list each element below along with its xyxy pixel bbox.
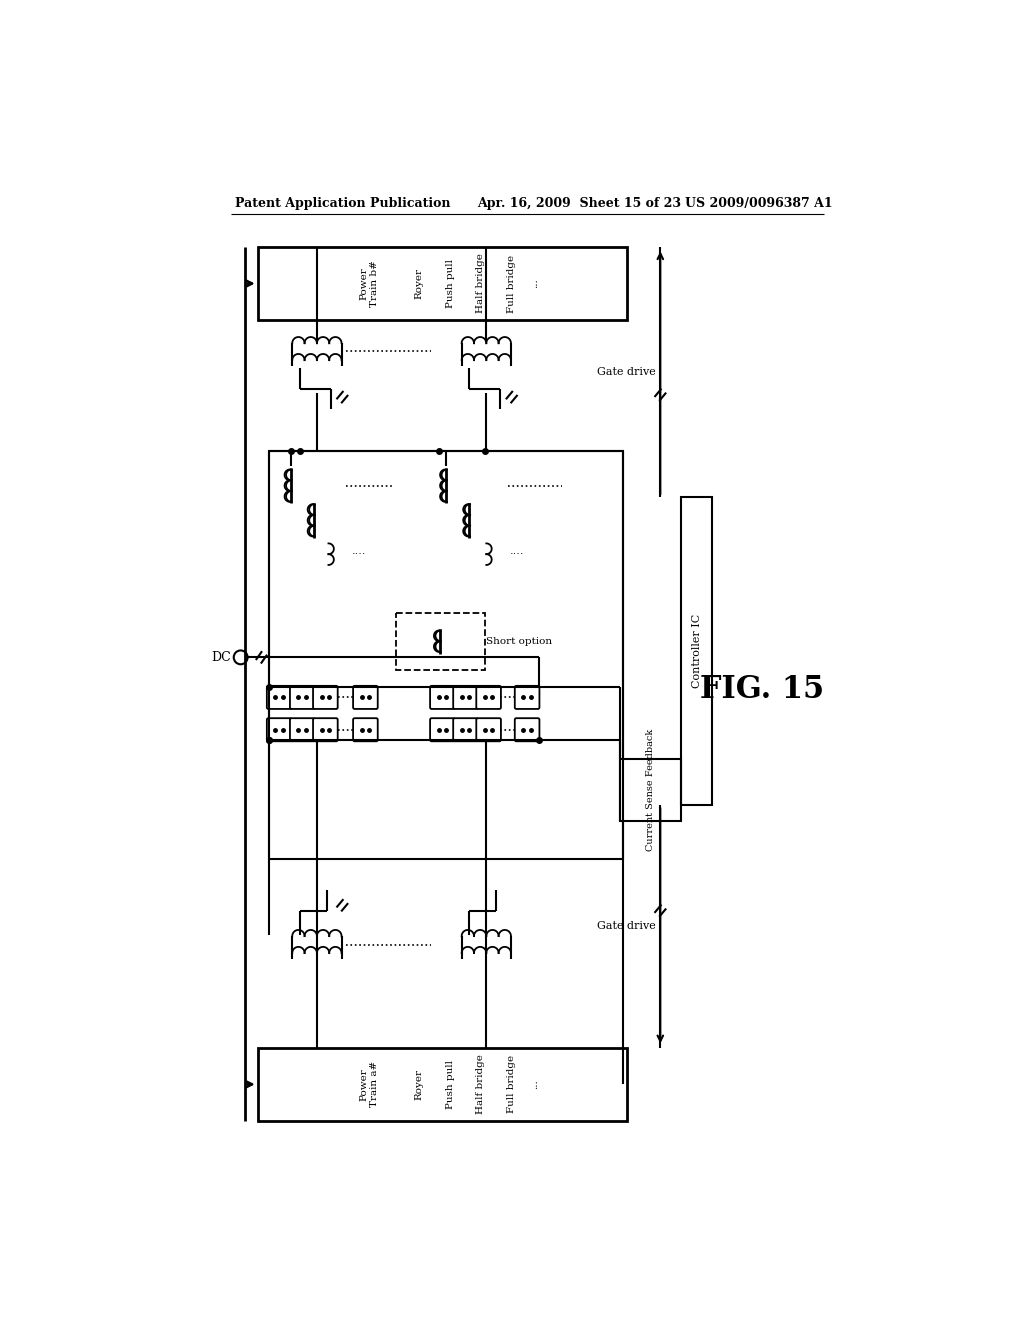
FancyBboxPatch shape xyxy=(313,718,338,742)
FancyBboxPatch shape xyxy=(267,686,292,709)
Bar xyxy=(258,1048,628,1121)
Text: DC: DC xyxy=(211,651,230,664)
Text: Power
Train b#: Power Train b# xyxy=(359,260,379,308)
Text: Gate drive: Gate drive xyxy=(597,921,655,931)
FancyBboxPatch shape xyxy=(267,718,292,742)
Text: Patent Application Publication: Patent Application Publication xyxy=(234,197,450,210)
Text: ....: .... xyxy=(509,546,524,556)
Text: ...: ... xyxy=(530,1080,540,1089)
FancyBboxPatch shape xyxy=(454,686,478,709)
Text: Push pull: Push pull xyxy=(445,1060,455,1109)
Text: Apr. 16, 2009  Sheet 15 of 23: Apr. 16, 2009 Sheet 15 of 23 xyxy=(477,197,681,210)
FancyBboxPatch shape xyxy=(476,718,501,742)
Text: Short option: Short option xyxy=(486,636,552,645)
Text: Current Sense Feedback: Current Sense Feedback xyxy=(646,729,654,851)
Bar xyxy=(681,498,712,805)
FancyBboxPatch shape xyxy=(290,686,314,709)
FancyBboxPatch shape xyxy=(353,686,378,709)
Text: Push pull: Push pull xyxy=(445,259,455,308)
Bar xyxy=(269,451,624,859)
Text: Controller IC: Controller IC xyxy=(691,614,701,688)
Text: FIG. 15: FIG. 15 xyxy=(699,675,824,705)
Text: Full bridge: Full bridge xyxy=(507,1055,516,1113)
FancyBboxPatch shape xyxy=(515,718,540,742)
FancyBboxPatch shape xyxy=(454,718,478,742)
FancyBboxPatch shape xyxy=(313,686,338,709)
FancyBboxPatch shape xyxy=(476,686,501,709)
Bar xyxy=(620,759,681,821)
Text: ...: ... xyxy=(530,279,540,288)
FancyBboxPatch shape xyxy=(430,718,455,742)
Text: Full bridge: Full bridge xyxy=(507,255,516,313)
FancyBboxPatch shape xyxy=(430,686,455,709)
FancyBboxPatch shape xyxy=(515,686,540,709)
Text: ....: .... xyxy=(351,546,366,556)
Bar xyxy=(396,612,484,671)
Text: US 2009/0096387 A1: US 2009/0096387 A1 xyxy=(685,197,833,210)
FancyBboxPatch shape xyxy=(290,718,314,742)
Text: Royer: Royer xyxy=(415,268,424,300)
FancyBboxPatch shape xyxy=(353,718,378,742)
Text: Royer: Royer xyxy=(415,1069,424,1100)
Bar xyxy=(258,247,628,321)
Text: Half bridge: Half bridge xyxy=(476,1055,485,1114)
Text: Gate drive: Gate drive xyxy=(597,367,655,376)
Text: Half bridge: Half bridge xyxy=(476,253,485,313)
Text: Power
Train a#: Power Train a# xyxy=(359,1061,379,1107)
